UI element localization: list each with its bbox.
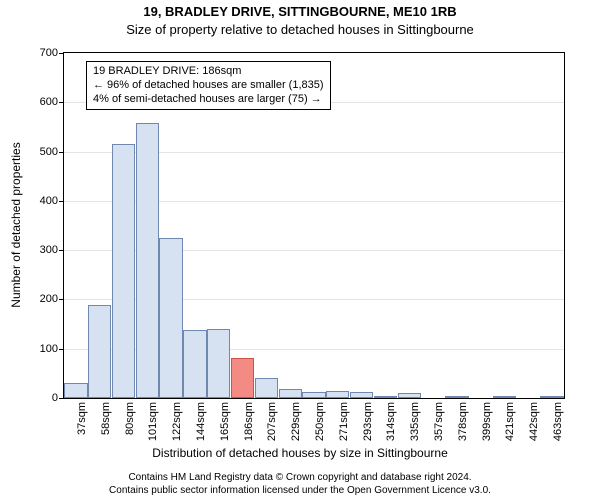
x-tick-label: 80sqm — [124, 402, 136, 435]
bar — [493, 396, 516, 398]
y-tick-label: 0 — [52, 392, 58, 404]
bar — [326, 391, 349, 398]
x-tick-label: 165sqm — [219, 402, 231, 441]
y-tick-label: 300 — [40, 244, 58, 256]
x-tick-label: 101sqm — [147, 402, 159, 441]
y-tick-mark — [59, 250, 64, 251]
bar — [207, 329, 230, 398]
bar — [350, 392, 373, 398]
x-tick-label: 186sqm — [243, 402, 255, 441]
bar — [183, 330, 206, 398]
bar — [255, 378, 278, 398]
x-tick-label: 293sqm — [362, 402, 374, 441]
y-axis-label: Number of detached properties — [9, 142, 23, 307]
y-tick-label: 100 — [40, 343, 58, 355]
x-tick-label: 463sqm — [552, 402, 564, 441]
x-tick-label: 271sqm — [338, 402, 350, 441]
y-tick-mark — [59, 53, 64, 54]
annotation-line-1: 19 BRADLEY DRIVE: 186sqm — [93, 65, 324, 79]
x-tick-label: 314sqm — [385, 402, 397, 441]
y-tick-mark — [59, 201, 64, 202]
bar — [302, 392, 325, 398]
y-tick-mark — [59, 299, 64, 300]
page: 19, BRADLEY DRIVE, SITTINGBOURNE, ME10 1… — [0, 0, 600, 500]
y-tick-mark — [59, 102, 64, 103]
bar — [88, 305, 111, 398]
y-tick-mark — [59, 152, 64, 153]
bar — [279, 389, 302, 398]
page-title: 19, BRADLEY DRIVE, SITTINGBOURNE, ME10 1… — [0, 4, 600, 19]
x-tick-label: 37sqm — [76, 402, 88, 435]
annotation-box: 19 BRADLEY DRIVE: 186sqm ← 96% of detach… — [86, 61, 331, 110]
bar — [64, 383, 87, 398]
x-tick-label: 207sqm — [266, 402, 278, 441]
y-tick-label: 500 — [40, 146, 58, 158]
x-tick-label: 58sqm — [100, 402, 112, 435]
page-subtitle: Size of property relative to detached ho… — [0, 22, 600, 37]
x-tick-label: 250sqm — [314, 402, 326, 441]
y-tick-mark — [59, 349, 64, 350]
y-tick-label: 600 — [40, 96, 58, 108]
bar — [112, 144, 135, 398]
y-tick-label: 700 — [40, 47, 58, 59]
x-tick-label: 442sqm — [528, 402, 540, 441]
x-tick-label: 399sqm — [481, 402, 493, 441]
chart-plot-area: 010020030040050060070037sqm58sqm80sqm101… — [63, 52, 565, 399]
bar — [540, 396, 563, 398]
bar — [445, 396, 468, 398]
x-tick-label: 335sqm — [409, 402, 421, 441]
footer-line-2: Contains public sector information licen… — [0, 485, 600, 498]
bar — [398, 393, 421, 398]
x-tick-label: 357sqm — [433, 402, 445, 441]
highlight-bar — [231, 358, 254, 398]
bar — [136, 123, 159, 398]
footer-line-1: Contains HM Land Registry data © Crown c… — [0, 472, 600, 485]
x-axis-label: Distribution of detached houses by size … — [0, 446, 600, 460]
annotation-line-3: 4% of semi-detached houses are larger (7… — [93, 93, 324, 107]
x-tick-label: 421sqm — [504, 402, 516, 441]
x-tick-label: 378sqm — [457, 402, 469, 441]
bar — [159, 238, 182, 398]
y-tick-mark — [59, 398, 64, 399]
x-tick-label: 229sqm — [290, 402, 302, 441]
footer: Contains HM Land Registry data © Crown c… — [0, 472, 600, 497]
y-tick-label: 200 — [40, 293, 58, 305]
x-tick-label: 122sqm — [171, 402, 183, 441]
x-tick-label: 144sqm — [195, 402, 207, 441]
y-tick-label: 400 — [40, 195, 58, 207]
annotation-line-2: ← 96% of detached houses are smaller (1,… — [93, 79, 324, 93]
bar — [374, 396, 397, 398]
